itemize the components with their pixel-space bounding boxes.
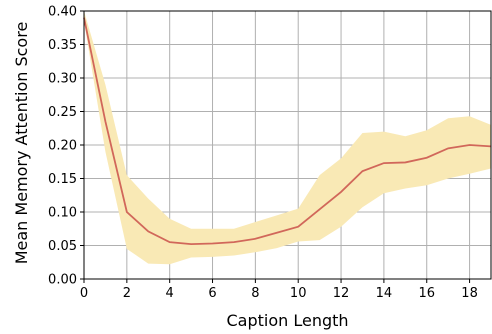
x-tick-label-2: 4 <box>166 286 174 301</box>
x-axis-label: Caption Length <box>226 311 348 330</box>
x-tick-label-1: 2 <box>123 286 131 301</box>
x-tick-label-7: 14 <box>376 286 393 301</box>
y-tick-label-7: 0.35 <box>48 38 77 53</box>
x-axis-ticks: 0 2 4 6 8 10 12 14 16 18 <box>80 279 478 301</box>
y-tick-label-0: 0.00 <box>48 273 77 288</box>
x-tick-label-9: 18 <box>461 286 478 301</box>
x-tick-label-5: 10 <box>290 286 307 301</box>
y-tick-label-1: 0.05 <box>48 239 77 254</box>
y-tick-label-3: 0.15 <box>48 172 77 187</box>
y-tick-label-2: 0.10 <box>48 206 77 221</box>
x-tick-label-3: 6 <box>208 286 216 301</box>
x-tick-label-0: 0 <box>80 286 88 301</box>
y-tick-label-4: 0.20 <box>48 139 77 154</box>
x-tick-label-6: 12 <box>333 286 350 301</box>
y-tick-label-8: 0.40 <box>48 5 77 20</box>
confidence-band <box>84 11 491 265</box>
y-tick-label-5: 0.25 <box>48 105 77 120</box>
x-tick-label-4: 8 <box>251 286 259 301</box>
x-tick-label-8: 16 <box>418 286 435 301</box>
y-axis-label: Mean Memory Attention Score <box>12 22 31 265</box>
y-axis-ticks: 0.00 0.05 0.10 0.15 0.20 0.25 0.30 0.35 0.40 <box>48 5 84 288</box>
mean-line <box>83 17 492 246</box>
y-tick-label-6: 0.30 <box>48 72 77 87</box>
